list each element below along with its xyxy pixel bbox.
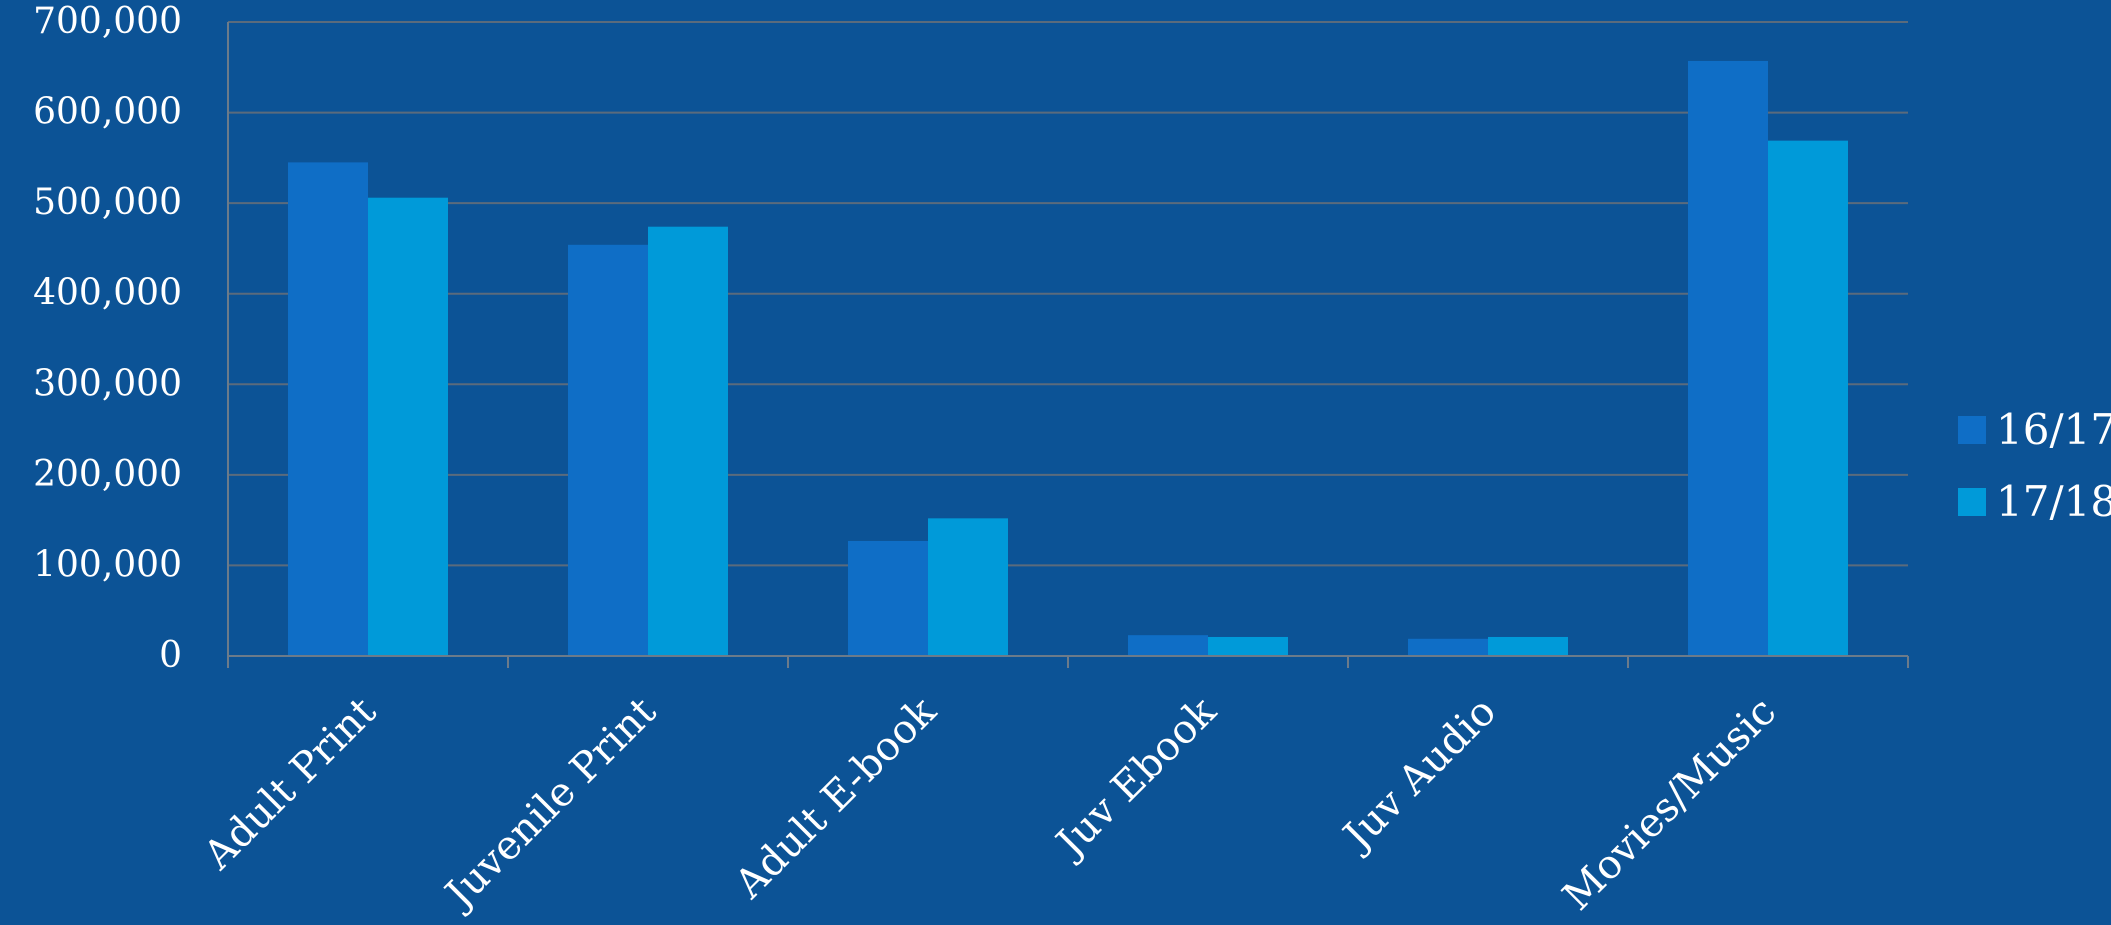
- y-tick-label: 300,000: [33, 363, 182, 404]
- legend: 16/17 17/18: [1958, 405, 2111, 526]
- y-tick-labels: 0 100,000 200,000 300,000 400,000 500,000 600,…: [33, 1, 182, 676]
- y-tick-label: 500,000: [33, 182, 182, 223]
- x-tick-label: Adult E-book: [726, 688, 946, 908]
- y-tick-label: 100,000: [33, 544, 182, 585]
- bars: [288, 60, 1848, 657]
- x-tick-label: Adult Print: [195, 689, 386, 880]
- axes: [227, 22, 1909, 668]
- bar-17-18-juv-audio: [1488, 636, 1568, 656]
- x-tick-label: Juv Audio: [1332, 689, 1505, 862]
- bar-17-18-adult-print: [368, 197, 448, 657]
- bar-17-18-juvenile-print: [648, 226, 728, 657]
- y-tick-label: 600,000: [33, 92, 182, 133]
- x-tick-label: Juv Ebook: [1045, 688, 1225, 868]
- bar-16-17-adult-print: [288, 162, 368, 656]
- bar-17-18-adult-e-book: [928, 518, 1008, 656]
- legend-label: 16/17: [1996, 405, 2111, 454]
- y-tick-label: 0: [159, 635, 182, 676]
- bar-17-18-movies-music: [1768, 140, 1848, 657]
- bar-16-17-juv-ebook: [1128, 635, 1208, 656]
- legend-swatch: [1958, 488, 1986, 516]
- y-tick-label: 700,000: [33, 1, 182, 42]
- x-tick-label: Movies/Music: [1554, 689, 1785, 920]
- bar-17-18-juv-ebook: [1208, 636, 1288, 656]
- bar-16-17-juvenile-print: [568, 244, 648, 656]
- legend-label: 17/18: [1996, 477, 2111, 526]
- bar-16-17-adult-e-book: [848, 540, 928, 656]
- bar-16-17-juv-audio: [1408, 638, 1488, 656]
- y-tick-label: 200,000: [33, 454, 182, 495]
- x-tick-labels: Adult Print Juvenile Print Adult E-book Juv…: [195, 688, 1786, 919]
- legend-swatch: [1958, 416, 1986, 444]
- y-tick-label: 400,000: [33, 273, 182, 314]
- gridlines: [228, 21, 1908, 567]
- bar-16-17-movies-music: [1688, 60, 1768, 656]
- x-tick-label: Juvenile Print: [434, 689, 665, 920]
